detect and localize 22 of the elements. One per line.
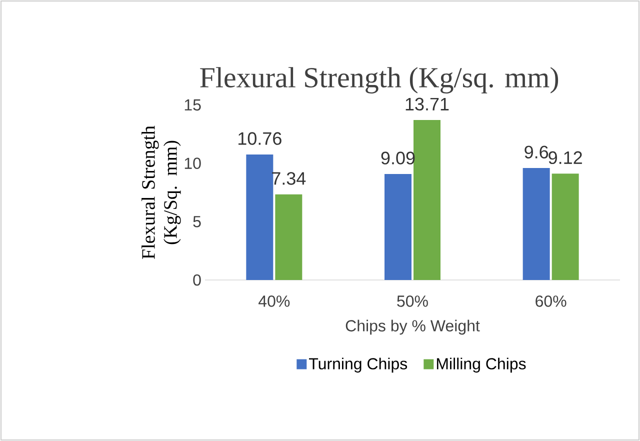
bar: [414, 120, 440, 280]
data-label: 9.6: [524, 146, 548, 158]
bar: [384, 174, 412, 280]
x-tick-label: 40%: [258, 296, 290, 307]
y-tick-label: 10: [184, 158, 201, 169]
x-axis-title: Chips by % Weight: [346, 320, 480, 335]
bar: [246, 154, 274, 280]
data-label: 10.76: [238, 132, 282, 145]
legend-label: Turning Chips: [309, 358, 408, 373]
y-tick-label: 15: [184, 99, 201, 111]
y-axis-title: Flexural Strength (Kg/Sq. mm): [142, 126, 181, 259]
data-label: 13.71: [406, 98, 449, 111]
x-tick-label: 50%: [397, 296, 428, 307]
legend-label: Milling Chips: [436, 358, 526, 373]
x-tick-label: 60%: [536, 296, 566, 307]
data-label: 9.12: [548, 151, 582, 164]
y-tick-label: 5: [193, 216, 201, 228]
bar: [552, 174, 579, 280]
chart-title: Flexural Strength (Kg/sq. mm): [200, 67, 558, 94]
bar: [275, 194, 302, 280]
bar: [522, 168, 550, 280]
y-tick-label: 0: [193, 274, 201, 286]
